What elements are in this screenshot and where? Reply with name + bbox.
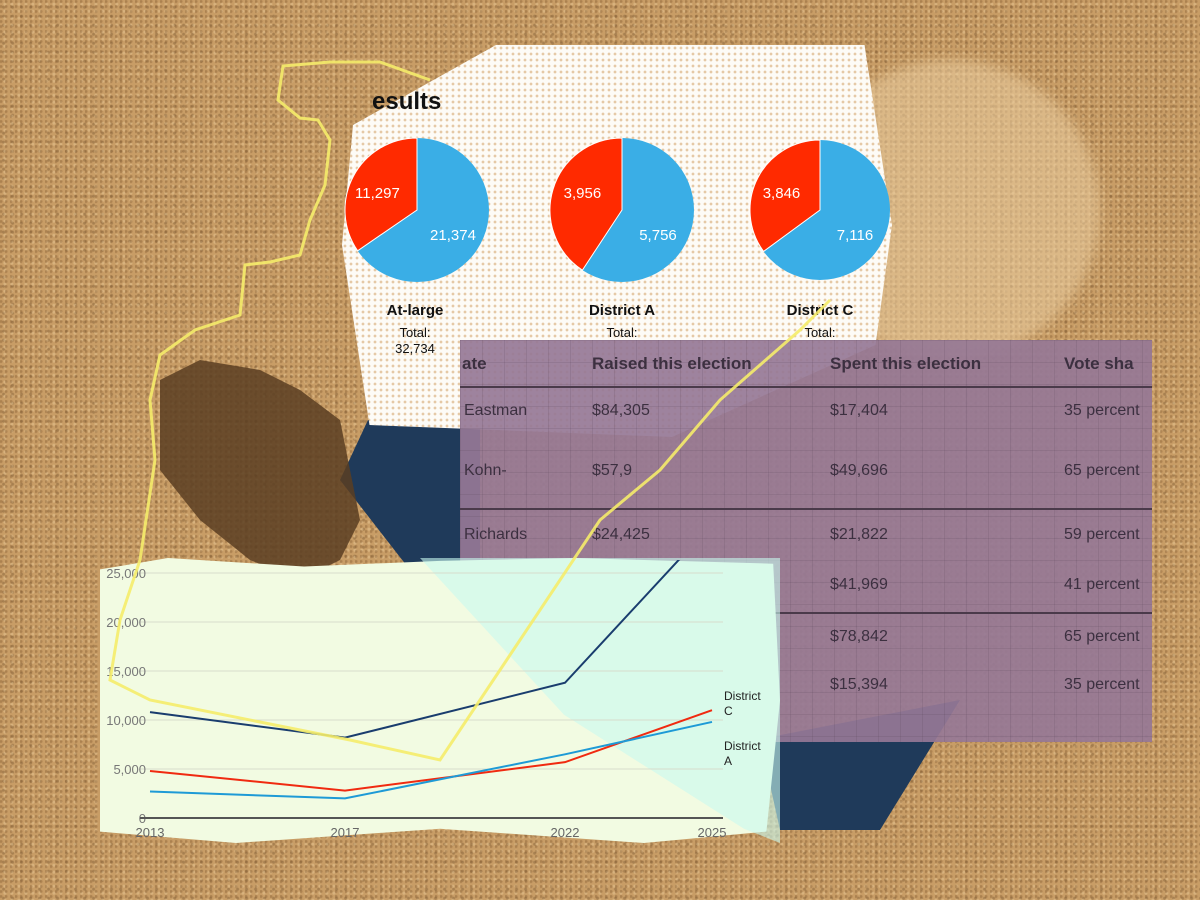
- x-tick-label: 2013: [136, 825, 165, 840]
- table-cell: Eastman: [464, 402, 528, 419]
- table-cell: Kohn-: [464, 462, 507, 479]
- pie-slice-red: [549, 137, 623, 271]
- table-cell: $57,9: [592, 462, 633, 479]
- pie-label-district-a: District A: [588, 302, 656, 319]
- y-tick-label: 20,000: [106, 615, 146, 630]
- table-cell: 35 percent: [1064, 402, 1140, 419]
- header-vote-share: Vote sha: [1064, 354, 1134, 373]
- series-label: District C: [724, 689, 761, 718]
- divider: [460, 386, 1152, 388]
- pie-blue-value: 21,374: [430, 227, 476, 244]
- y-tick-label: 10,000: [106, 713, 146, 728]
- table-cell: 41 percent: [1064, 576, 1140, 593]
- table-cell: $78,842: [830, 628, 888, 645]
- pie-total-label: Total:: [606, 325, 638, 340]
- divider: [460, 508, 1152, 510]
- pie-label-at-large: At-large: [386, 302, 444, 319]
- pie-blue-value: 5,756: [639, 227, 677, 244]
- pie-slice-red: [344, 137, 418, 252]
- series-line: [149, 560, 681, 739]
- table-cell: $49,696: [830, 462, 888, 479]
- pie-total-label: Total:: [804, 325, 836, 340]
- table-cell: $41,969: [830, 576, 888, 593]
- pie-panel-title: esults: [372, 88, 442, 115]
- header-spent: Spent this election: [830, 354, 982, 373]
- table-cell: 65 percent: [1064, 462, 1140, 479]
- table-cell: $84,305: [592, 402, 650, 419]
- table-cell: 35 percent: [1064, 676, 1140, 693]
- campaign-finance-table: ate Raised this election Spent this elec…: [460, 340, 1152, 742]
- header-candidate: ate: [462, 354, 487, 373]
- x-tick-label: 2017: [331, 825, 360, 840]
- pie-slice-red: [749, 139, 821, 253]
- table-cell: $21,822: [830, 526, 888, 543]
- divider: [460, 612, 1152, 614]
- pie-total-label: Total:: [399, 325, 431, 340]
- pie-red-value: 3,956: [564, 185, 602, 202]
- pie-red-value: 3,846: [763, 185, 801, 202]
- y-tick-label: 15,000: [106, 664, 146, 679]
- header-raised: Raised this election: [592, 354, 752, 373]
- table-cell: $15,394: [830, 676, 888, 693]
- table-cell: $24,425: [592, 526, 650, 543]
- x-tick-label: 2022: [551, 825, 580, 840]
- table-cell: Richards: [464, 526, 528, 543]
- pie-blue-value: 7,116: [837, 227, 873, 244]
- series-label: District A: [724, 739, 761, 768]
- y-tick-label: 5,000: [113, 762, 146, 777]
- table-cell: $17,404: [830, 402, 888, 419]
- pie-red-value: 11,297: [355, 185, 400, 202]
- series-line: [149, 720, 713, 800]
- pie-charts: 11,297 21,374 3,956 5,756 3,846 7,116: [344, 137, 890, 282]
- x-tick-label: 2025: [698, 825, 727, 840]
- pie-total-value: 32,734: [395, 341, 435, 356]
- table-cell: 65 percent: [1064, 628, 1140, 645]
- table-cell: 59 percent: [1064, 526, 1140, 543]
